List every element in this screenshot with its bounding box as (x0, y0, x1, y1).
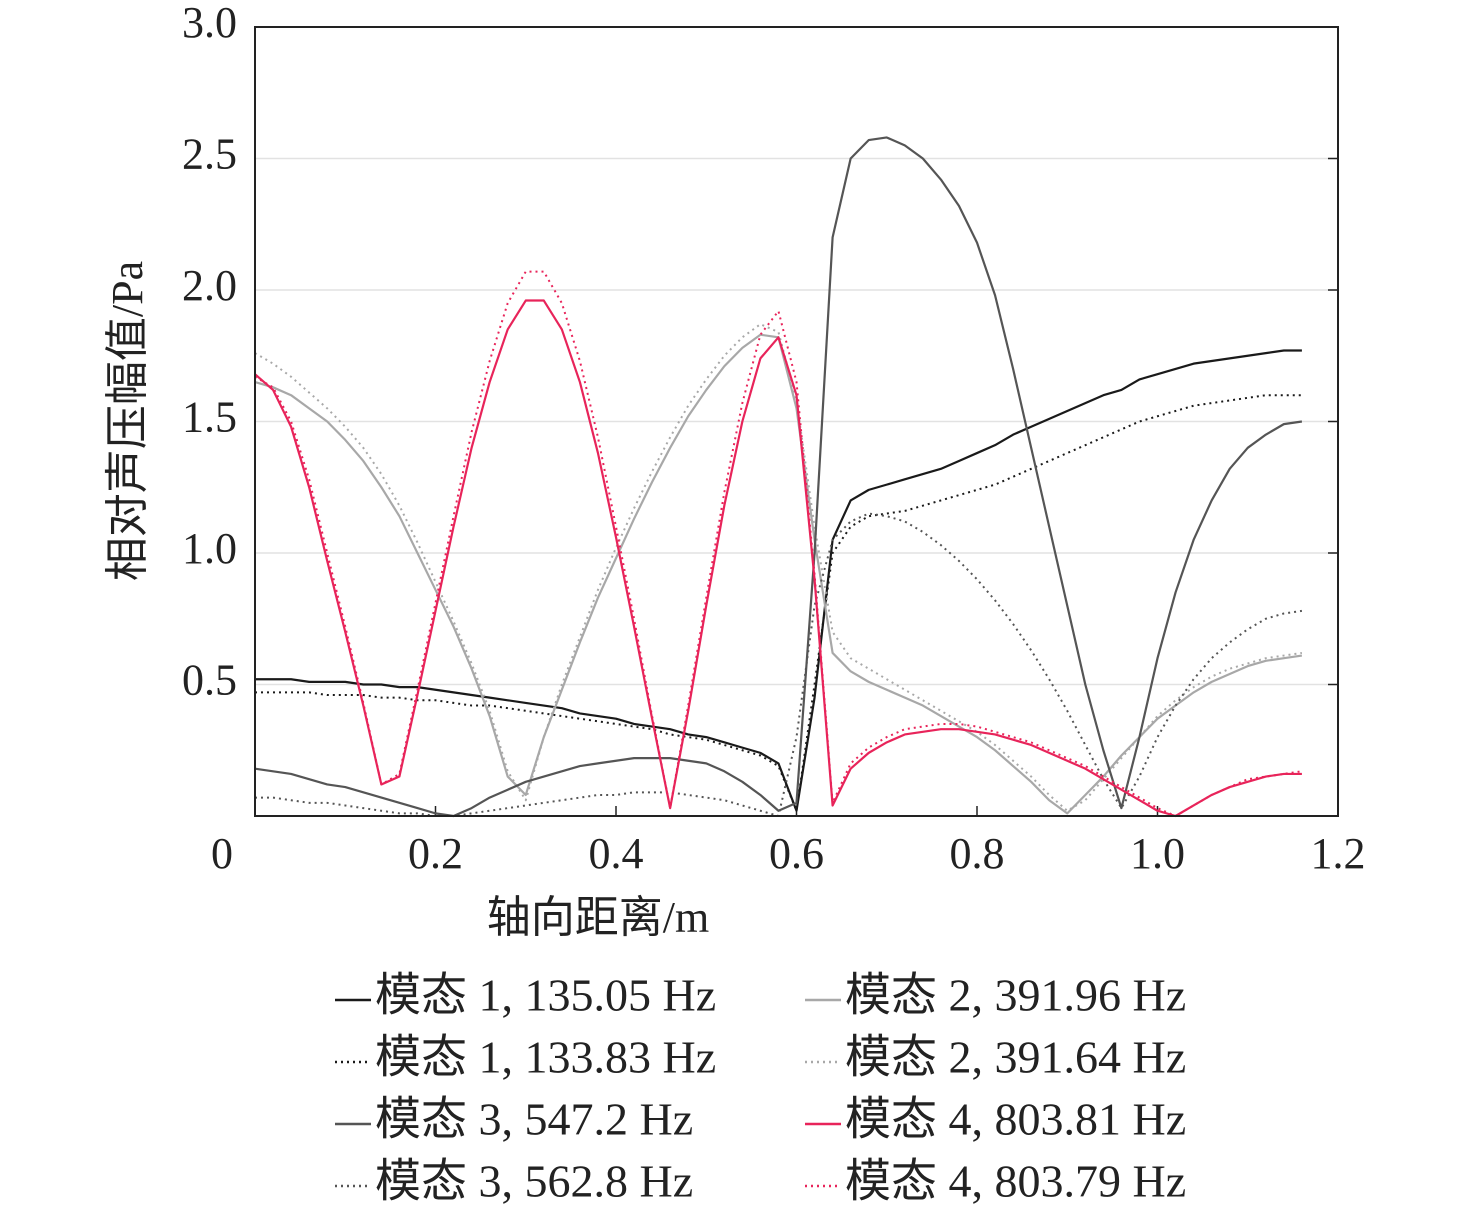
x-tick-label: 0.8 (950, 829, 1005, 878)
x-tick-label: 0.6 (769, 829, 824, 878)
x-axis-label: 轴向距离/m (487, 893, 709, 942)
series-line (255, 349, 1302, 812)
y-tick-label: 1.5 (182, 393, 237, 442)
legend-label: 模态 3, 547.2 Hz (375, 1094, 693, 1145)
x-tick-label: 0.2 (408, 829, 463, 878)
series-line (254, 333, 1303, 815)
series-line (254, 136, 1303, 818)
series-line (254, 323, 1303, 812)
x-tick-label: 1.0 (1130, 829, 1185, 878)
x-tick-label: 1.2 (1311, 829, 1366, 878)
y-axis-label: 相对声压幅值/Pa (103, 261, 152, 581)
y-tick-label: 3.0 (182, 0, 237, 47)
x-tick-label: 0 (211, 829, 233, 878)
series-line (254, 299, 1302, 818)
legend-label: 模态 3, 562.8 Hz (375, 1156, 693, 1207)
legend-label: 模态 1, 133.83 Hz (375, 1032, 716, 1083)
y-tick-label: 2.0 (182, 261, 237, 310)
series-line (255, 394, 1302, 812)
legend-label: 模态 2, 391.96 Hz (845, 970, 1186, 1021)
y-tick-label: 0.5 (182, 656, 237, 705)
legend-label: 模态 4, 803.79 Hz (845, 1156, 1186, 1207)
series-line (255, 512, 1303, 817)
legend-label: 模态 4, 803.81 Hz (845, 1094, 1186, 1145)
legend-label: 模态 1, 135.05 Hz (375, 970, 716, 1021)
y-tick-label: 1.0 (182, 524, 237, 573)
legend-label: 模态 2, 391.64 Hz (845, 1032, 1186, 1083)
x-tick-label: 0.4 (589, 829, 644, 878)
y-tick-label: 2.5 (182, 130, 237, 179)
plot-frame (254, 26, 1339, 817)
